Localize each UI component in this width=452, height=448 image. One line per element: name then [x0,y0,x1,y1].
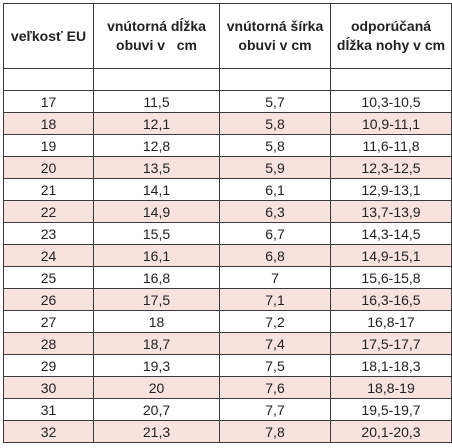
header-row: veľkosť EU vnútorná dĺžka obuvi v cm vnú… [3,3,452,69]
table-row: 29 19,3 7,5 18,1-18,3 [3,354,452,377]
cell-eu-size: 17 [3,90,94,113]
cell-eu-size: 25 [3,266,94,289]
cell-inner-width: 5,7 [219,90,331,113]
cell-inner-length: 16,1 [93,244,220,267]
cell-inner-width: 7,8 [219,420,331,443]
cell-eu-size: 32 [3,420,94,443]
table-row: 26 17,5 7,1 16,3-16,5 [3,288,452,311]
size-table: veľkosť EU vnútorná dĺžka obuvi v cm vnú… [3,3,452,443]
cell-inner-width: 5,8 [219,134,331,157]
table-row: 20 13,5 5,9 12,3-12,5 [3,156,452,179]
cell-inner-length: 21,3 [93,420,220,443]
cell-inner-width: 7,2 [219,310,331,333]
header-line: obuvi v cm [238,37,312,53]
header-line: vnútorná šírka [226,18,324,34]
cell-foot-length: 14,9-15,1 [330,244,452,267]
cell-inner-width: 5,9 [219,156,331,179]
header-spacer-row [3,68,452,91]
table-row: 30 20 7,6 18,8-19 [3,376,452,399]
cell-inner-width: 6,3 [219,200,331,223]
cell-eu-size: 22 [3,200,94,223]
cell-inner-width: 7 [219,266,331,289]
cell-foot-length: 17,5-17,7 [330,332,452,355]
table-row: 19 12,8 5,8 11,6-11,8 [3,134,452,157]
table-body: 17 11,5 5,7 10,3-10,5 18 12,1 5,8 10,9-11,1 19 12… [3,90,452,443]
cell-eu-size: 30 [3,376,94,399]
header-line: dĺžka nohy v cm [336,37,446,53]
cell-foot-length: 15,6-15,8 [330,266,452,289]
cell-eu-size: 18 [3,112,94,135]
header-line: obuvi v cm [116,37,197,53]
table-row: 21 14,1 6,1 12,9-13,1 [3,178,452,201]
cell-foot-length: 10,9-11,1 [330,112,452,135]
cell-foot-length: 14,3-14,5 [330,222,452,245]
table-row: 22 14,9 6,3 13,7-13,9 [3,200,452,223]
cell-eu-size: 26 [3,288,94,311]
cell-inner-width: 7,5 [219,354,331,377]
spacer-cell [93,68,220,91]
cell-inner-width: 7,7 [219,398,331,421]
cell-inner-width: 7,1 [219,288,331,311]
cell-foot-length: 10,3-10,5 [330,90,452,113]
cell-inner-length: 12,8 [93,134,220,157]
cell-foot-length: 13,7-13,9 [330,200,452,223]
table-row: 28 18,7 7,4 17,5-17,7 [3,332,452,355]
cell-inner-length: 11,5 [93,90,220,113]
cell-foot-length: 16,8-17 [330,310,452,333]
cell-inner-length: 18,7 [93,332,220,355]
cell-inner-length: 12,1 [93,112,220,135]
table-row: 17 11,5 5,7 10,3-10,5 [3,90,452,113]
cell-eu-size: 31 [3,398,94,421]
cell-inner-length: 14,9 [93,200,220,223]
table-row: 18 12,1 5,8 10,9-11,1 [3,112,452,135]
cell-foot-length: 19,5-19,7 [330,398,452,421]
cell-inner-length: 13,5 [93,156,220,179]
cell-inner-length: 17,5 [93,288,220,311]
header-inner-width: vnútorná šírka obuvi v cm [219,3,331,69]
header-recommended-foot-length: odporúčaná dĺžka nohy v cm [330,3,452,69]
cell-inner-width: 6,1 [219,178,331,201]
cell-eu-size: 28 [3,332,94,355]
cell-inner-width: 6,7 [219,222,331,245]
table-row: 27 18 7,2 16,8-17 [3,310,452,333]
cell-eu-size: 29 [3,354,94,377]
spacer-cell [330,68,452,91]
header-line: veľkosť EU [10,27,87,44]
header-inner-length: vnútorná dĺžka obuvi v cm [93,3,220,69]
cell-eu-size: 21 [3,178,94,201]
table-row: 24 16,1 6,8 14,9-15,1 [3,244,452,267]
cell-inner-length: 14,1 [93,178,220,201]
header-line: odporúčaná [350,18,432,34]
cell-eu-size: 23 [3,222,94,245]
cell-foot-length: 16,3-16,5 [330,288,452,311]
cell-inner-length: 18 [93,310,220,333]
table-row: 32 21,3 7,8 20,1-20,3 [3,420,452,443]
cell-inner-length: 16,8 [93,266,220,289]
cell-foot-length: 20,1-20,3 [330,420,452,443]
cell-eu-size: 20 [3,156,94,179]
cell-inner-length: 19,3 [93,354,220,377]
cell-inner-width: 6,8 [219,244,331,267]
cell-eu-size: 27 [3,310,94,333]
cell-inner-width: 7,4 [219,332,331,355]
table-row: 23 15,5 6,7 14,3-14,5 [3,222,452,245]
cell-inner-width: 7,6 [219,376,331,399]
cell-foot-length: 12,9-13,1 [330,178,452,201]
cell-inner-length: 20 [93,376,220,399]
cell-inner-length: 20,7 [93,398,220,421]
spacer-cell [219,68,331,91]
cell-foot-length: 18,1-18,3 [330,354,452,377]
cell-eu-size: 19 [3,134,94,157]
cell-inner-length: 15,5 [93,222,220,245]
table-row: 25 16,8 7 15,6-15,8 [3,266,452,289]
header-eu-size: veľkosť EU [3,3,94,69]
cell-inner-width: 5,8 [219,112,331,135]
cell-foot-length: 12,3-12,5 [330,156,452,179]
table-row: 31 20,7 7,7 19,5-19,7 [3,398,452,421]
cell-foot-length: 18,8-19 [330,376,452,399]
header-line: vnútorná dĺžka [107,18,206,34]
cell-eu-size: 24 [3,244,94,267]
spacer-cell [3,68,94,91]
cell-foot-length: 11,6-11,8 [330,134,452,157]
